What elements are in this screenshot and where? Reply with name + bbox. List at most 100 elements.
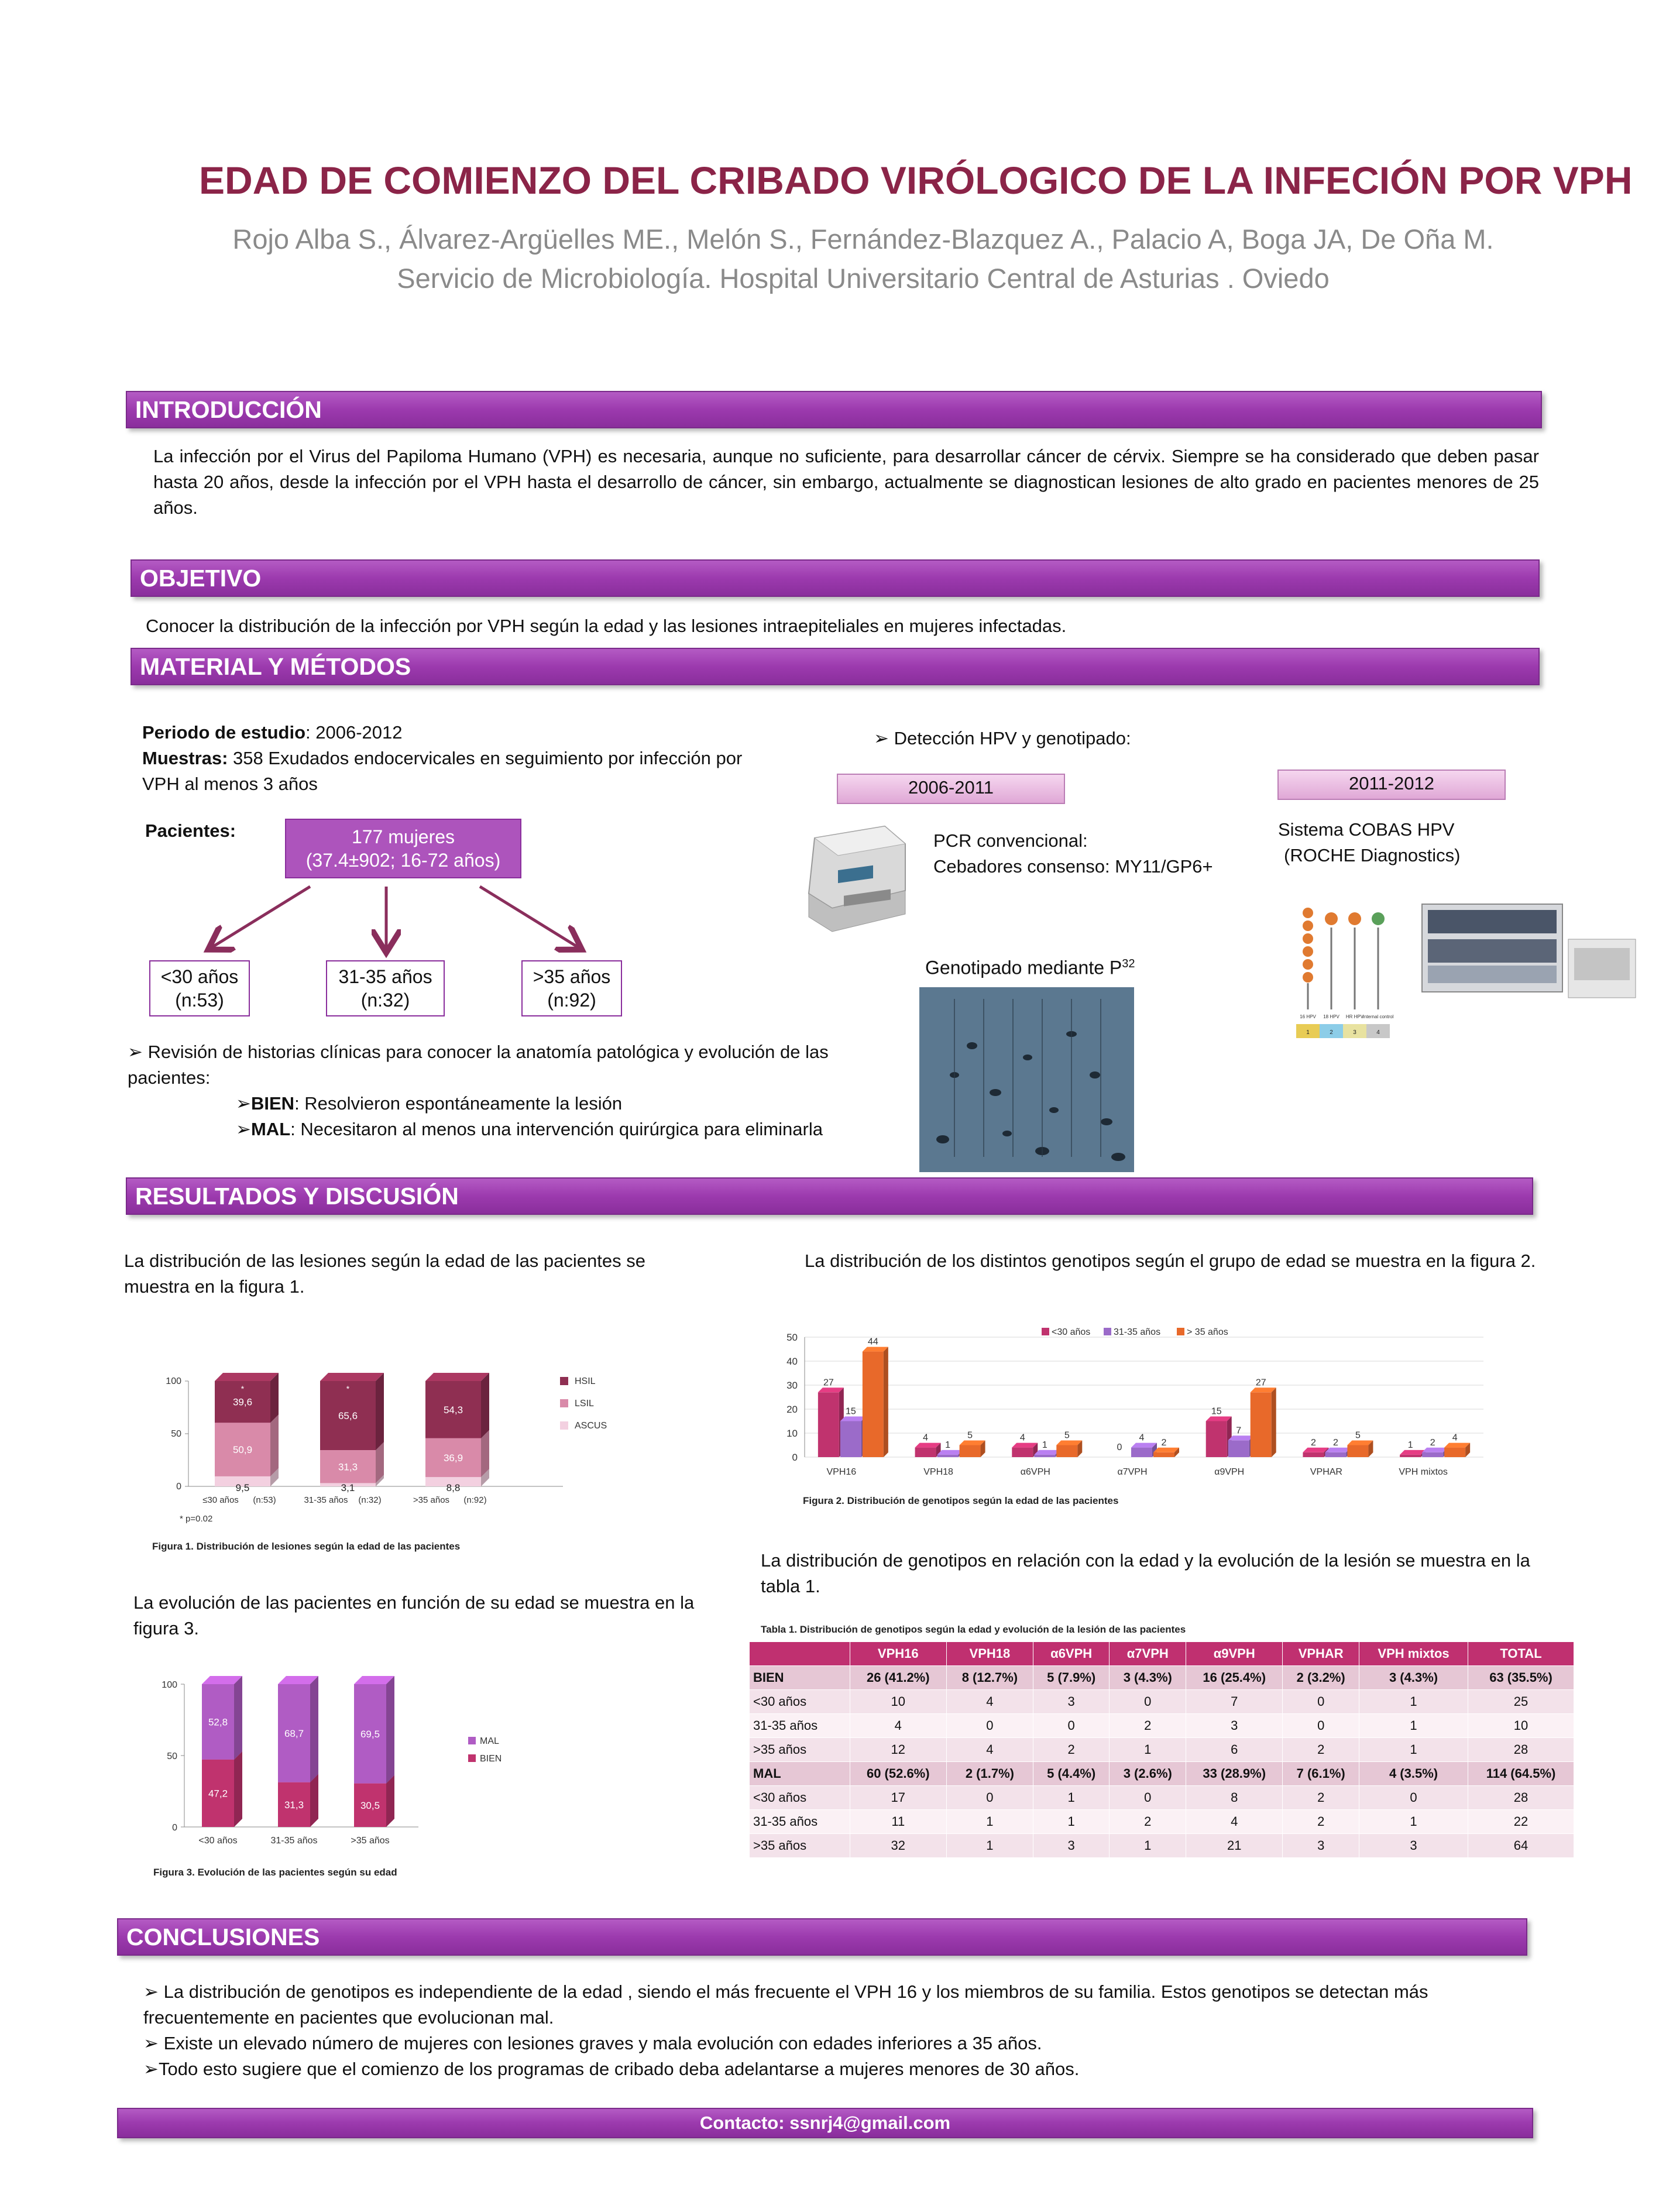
- bar-vphar: [1325, 1452, 1347, 1457]
- authors-block: Rojo Alba S., Álvarez-Argüelles ME., Mel…: [117, 219, 1609, 298]
- table-cell: 2 (1.7%): [946, 1761, 1033, 1786]
- table-cell: 7: [1186, 1689, 1283, 1714]
- bar-hsil: [215, 1381, 270, 1423]
- table-cell: 21: [1186, 1833, 1283, 1858]
- category-label: ≤30 años: [202, 1495, 239, 1505]
- bar-ascus: [215, 1476, 270, 1486]
- cobas-analyzer-image: [1421, 904, 1636, 998]
- bar-mal-top: [202, 1676, 242, 1684]
- category-label: α9VPH: [1214, 1467, 1244, 1477]
- bar-mal: [278, 1684, 310, 1782]
- bar-α7vph: [1153, 1452, 1174, 1457]
- bar-hsil-top: [215, 1373, 279, 1381]
- data-label: 2: [1333, 1438, 1338, 1448]
- bar-α6vph: [1056, 1445, 1078, 1457]
- table-cell: 8: [1186, 1785, 1283, 1810]
- data-label: 15: [846, 1407, 856, 1417]
- bar-mal-top: [278, 1676, 318, 1684]
- autoradiography-gel-image: [919, 987, 1134, 1172]
- bar-mal: [202, 1684, 234, 1760]
- detection-heading: ➢ Detección HPV y genotipado:: [874, 726, 1131, 751]
- section-header-methods: MATERIAL Y MÉTODOS: [130, 648, 1540, 685]
- legend-swatch: [560, 1377, 568, 1385]
- bar-vph mixtos: [1444, 1447, 1466, 1457]
- data-label: 30,5: [360, 1800, 380, 1811]
- period-box-2011: 2011-2012: [1277, 770, 1506, 800]
- results-text-table: La distribución de genotipos en relación…: [761, 1550, 1530, 1596]
- bar-vph18: [915, 1447, 936, 1457]
- table-cell: 11: [849, 1809, 947, 1834]
- data-label: 69,5: [360, 1729, 380, 1740]
- bar-α7vph: [1131, 1447, 1152, 1457]
- group-n: (n:53): [175, 990, 224, 1011]
- table-cell: 3: [1358, 1833, 1469, 1858]
- table-cell: 28: [1468, 1737, 1574, 1762]
- bullet-arrow-icon: ➢: [128, 1042, 148, 1062]
- bar-α9vph-top: [1250, 1387, 1276, 1393]
- patients-count: 177 mujeres: [351, 826, 455, 847]
- category-label: >35 años: [413, 1495, 449, 1505]
- data-label: 9,5: [236, 1482, 250, 1493]
- bar-α6vph: [1034, 1454, 1056, 1457]
- table-1: VPH16 VPH18 α6VPH α7VPH α9VPH VPHAR VPH mixtos…: [749, 1641, 1574, 1858]
- table-cell: 60 (52.6%): [849, 1761, 947, 1786]
- bar-vphar: [1347, 1445, 1369, 1457]
- category-n-label: (n:92): [463, 1495, 486, 1505]
- table-cell: 4: [946, 1689, 1033, 1714]
- methods-study-info: Periodo de estudio: 2006-2012 Muestras: …: [142, 720, 757, 797]
- table-1-caption: Tabla 1. Distribución de genotipos según…: [761, 1624, 1186, 1635]
- bar-ascus-side: [481, 1469, 489, 1486]
- legend-swatch: [1104, 1328, 1111, 1335]
- table-cell: 3: [1032, 1833, 1110, 1858]
- strip-number: 1: [1306, 1029, 1310, 1036]
- strip-label: 18 HPV: [1323, 1014, 1339, 1019]
- author-list: Rojo Alba S., Álvarez-Argüelles ME., Mel…: [232, 224, 1494, 255]
- table-cell: 0: [1358, 1785, 1469, 1810]
- bar-α9vph: [1250, 1392, 1272, 1457]
- data-label: 68,7: [284, 1728, 304, 1739]
- table-cell: 3: [1186, 1713, 1283, 1738]
- section-header-objective: OBJETIVO: [130, 559, 1540, 597]
- table-cell: 3: [1282, 1833, 1359, 1858]
- cobas-description: Sistema COBAS HPV (ROCHE Diagnostics): [1278, 817, 1571, 868]
- arrow-right: [479, 885, 579, 948]
- table-cell: 1: [1358, 1737, 1469, 1762]
- figure-1-note: * p=0.02: [180, 1514, 212, 1524]
- table-cell: 64: [1468, 1833, 1574, 1858]
- samples-label: Muestras:: [142, 748, 228, 768]
- genotyping-sup: 32: [1122, 957, 1135, 970]
- bullet-arrow-icon: ➢: [236, 1119, 251, 1139]
- data-label: 8,8: [446, 1482, 461, 1493]
- bar-ascus: [425, 1477, 481, 1486]
- review-text: Revisión de historias clínicas para cono…: [128, 1042, 829, 1088]
- legend-swatch: [1177, 1328, 1184, 1335]
- data-label: 36,9: [444, 1452, 463, 1464]
- bar-bien-side: [386, 1775, 394, 1827]
- bar-vph16-top: [840, 1416, 866, 1421]
- bar-vphar-side: [1368, 1440, 1373, 1457]
- significance-asterisk: *: [346, 1384, 350, 1393]
- table-cell: 1: [1109, 1833, 1187, 1858]
- table-cell: 2 (3.2%): [1282, 1665, 1359, 1690]
- bar-vph mixtos: [1422, 1452, 1444, 1457]
- bar-ascus-side: [270, 1468, 279, 1486]
- bullet-arrow-icon: ➢: [143, 1981, 164, 2002]
- category-label: VPH18: [923, 1467, 953, 1477]
- group-label: <30 años: [160, 966, 239, 987]
- table-cell: 2: [1032, 1737, 1110, 1762]
- category-label: VPHAR: [1310, 1467, 1342, 1477]
- bar-vph18: [937, 1454, 959, 1457]
- bar-lsil-side: [270, 1414, 279, 1476]
- group-n: (n:92): [547, 990, 596, 1011]
- table-row: BIEN 26 (41.2%) 8 (12.7%) 5 (7.9%) 3 (4.3%) 1…: [749, 1665, 1574, 1690]
- legend-label: ASCUS: [575, 1421, 607, 1431]
- table-header-cell: VPH16: [849, 1641, 947, 1666]
- bar-vph16-top: [862, 1347, 888, 1352]
- patients-label: Pacientes:: [145, 820, 236, 841]
- cobas-line-2: (ROCHE Diagnostics): [1284, 845, 1461, 865]
- detection-text: Detección HPV y genotipado:: [894, 728, 1131, 748]
- pcr-thermocycler-image: [808, 825, 906, 932]
- table-cell: 2: [1282, 1737, 1359, 1762]
- figure-2-caption: Figura 2. Distribución de genotipos segú…: [803, 1495, 1119, 1506]
- group-n: (n:32): [360, 990, 410, 1011]
